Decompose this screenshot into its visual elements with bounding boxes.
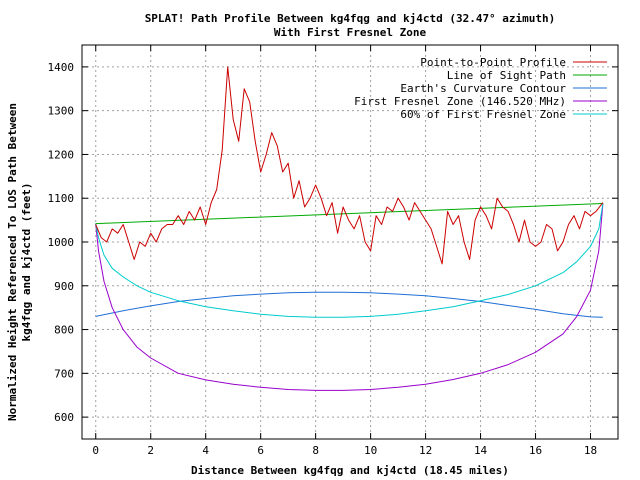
- series-lines: [95, 66, 604, 391]
- y-tick-label: 1000: [48, 236, 75, 249]
- x-tick-label: 0: [92, 444, 99, 457]
- x-tick-label: 2: [147, 444, 154, 457]
- x-tick-label: 6: [257, 444, 264, 457]
- legend-label: First Fresnel Zone (146.520 MHz): [354, 95, 566, 108]
- y-tick-label: 600: [54, 411, 74, 424]
- legend-label: Point-to-Point Profile: [420, 56, 566, 69]
- axis-ticks: 0 2 4 6 8 10 12 14 16 18 600 700 800 900 1000 1100 1200 1…: [48, 45, 618, 457]
- chart-title-line1: SPLAT! Path Profile Between kg4fqg and k…: [145, 12, 556, 25]
- x-tick-label: 16: [529, 444, 542, 457]
- y-tick-label: 1300: [48, 105, 75, 118]
- x-tick-label: 18: [584, 444, 597, 457]
- x-axis-label: Distance Between kg4fqg and kj4ctd (18.4…: [191, 464, 509, 477]
- y-tick-label: 1400: [48, 61, 75, 74]
- series-line-line-of-sight-path: [95, 203, 603, 225]
- y-axis-label-line1: Normalized Height Referenced To LOS Path…: [6, 103, 19, 421]
- y-tick-label: 800: [54, 324, 74, 337]
- x-tick-label: 12: [419, 444, 432, 457]
- y-tick-label: 1200: [48, 148, 75, 161]
- y-tick-label: 1100: [48, 192, 75, 205]
- x-tick-label: 10: [364, 444, 377, 457]
- y-tick-label: 700: [54, 367, 74, 380]
- series-line-first-fresnel-zone-146-520-mhz: [95, 203, 604, 391]
- series-line-60-of-first-fresnel-zone: [95, 203, 604, 318]
- grid-lines: [82, 45, 618, 439]
- series-line-point-to-point-profile: [95, 66, 604, 265]
- x-tick-label: 4: [202, 444, 209, 457]
- plot-frame: [81, 44, 619, 440]
- x-tick-label: 8: [312, 444, 319, 457]
- legend-label: 60% of First Fresnel Zone: [400, 108, 566, 121]
- x-tick-label: 14: [474, 444, 488, 457]
- y-axis-label-line2: kg4fqg and kj4ctd (feet): [20, 183, 33, 342]
- legend-label: Earth's Curvature Contour: [400, 82, 566, 95]
- legend-label: Line of Sight Path: [447, 69, 566, 82]
- y-tick-label: 900: [54, 280, 74, 293]
- series-line-earth-s-curvature-contour: [95, 291, 603, 318]
- chart-title-line2: With First Fresnel Zone: [274, 26, 427, 39]
